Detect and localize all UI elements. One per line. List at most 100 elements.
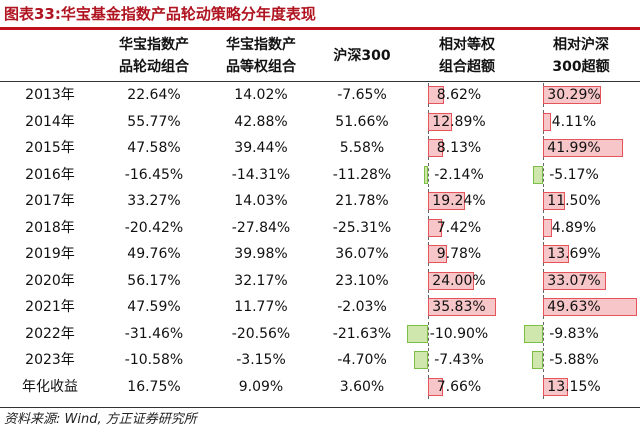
cell-csi300: -4.70% <box>337 352 387 368</box>
cell-equal-weight-portfolio: 39.44% <box>234 140 288 156</box>
row-label: 2020年 <box>25 272 75 289</box>
excess-vs-csi300-value: 41.99% <box>547 140 601 156</box>
excess-vs-equal-bar <box>413 351 428 369</box>
cell-equal-weight-portfolio: 9.09% <box>238 378 284 395</box>
bar-axis <box>543 348 545 372</box>
excess-vs-equal-bar <box>428 245 447 263</box>
excess-vs-equal-value: 9.78% <box>436 246 482 262</box>
excess-vs-csi300-bar <box>533 165 543 184</box>
excess-vs-equal-bar <box>428 112 453 131</box>
excess-vs-equal-bar <box>428 218 443 237</box>
excess-vs-csi300-bar <box>524 324 543 343</box>
excess-vs-csi300-value: 4.11% <box>551 113 597 130</box>
table-row: 年化收益 16.75% 9.09% 3.60% 7.66% 13.15% <box>0 374 640 399</box>
cell-rotation-portfolio: 55.77% <box>127 113 181 130</box>
excess-vs-csi300-bar <box>543 298 638 316</box>
cell-csi300: 36.07% <box>335 246 389 262</box>
cell-csi300: 5.58% <box>339 140 385 156</box>
table-row: 2015年 47.58% 39.44% 5.58% 8.13% 41.99% <box>0 136 640 160</box>
bar-axis <box>428 321 430 346</box>
cell-equal-weight-portfolio: 42.88% <box>234 113 288 130</box>
excess-vs-csi300-value: -5.88% <box>549 352 599 368</box>
cell-equal-weight-portfolio: -14.31% <box>231 166 291 183</box>
header-rotation-portfolio: 华宝指数产 品轮动组合 <box>119 36 189 75</box>
excess-vs-csi300-value: 49.63% <box>547 299 601 315</box>
table-row: 2017年 33.27% 14.03% 21.78% 19.24% 11.50% <box>0 189 640 213</box>
excess-vs-equal-bar <box>428 271 474 290</box>
row-label: 2016年 <box>25 166 75 183</box>
excess-vs-equal-value: 7.66% <box>436 378 482 395</box>
row-label: 2019年 <box>25 246 75 262</box>
row-label: 2023年 <box>25 352 75 368</box>
cell-rotation-portfolio: 47.59% <box>127 299 181 315</box>
cell-equal-weight-portfolio: -3.15% <box>236 352 286 368</box>
cell-equal-weight-portfolio: 11.77% <box>234 299 288 315</box>
excess-vs-equal-value: 35.83% <box>432 299 486 315</box>
excess-vs-equal-bar <box>407 324 428 343</box>
bar-axis <box>543 162 545 187</box>
row-label: 2014年 <box>25 113 75 130</box>
excess-vs-equal-bar <box>428 298 497 316</box>
excess-vs-equal-bar <box>423 165 428 184</box>
cell-equal-weight-portfolio: 39.98% <box>234 246 288 262</box>
excess-vs-csi300-bar <box>543 218 553 237</box>
cell-rotation-portfolio: 56.17% <box>127 272 181 289</box>
bottom-rule <box>0 407 640 408</box>
cell-equal-weight-portfolio: 32.17% <box>234 272 288 289</box>
excess-vs-csi300-value: 30.29% <box>547 87 601 103</box>
cell-rotation-portfolio: 16.75% <box>127 378 181 395</box>
excess-vs-csi300-bar <box>543 139 623 157</box>
excess-vs-csi300-value: 33.07% <box>547 272 601 289</box>
cell-csi300: -25.31% <box>332 219 392 236</box>
row-label: 2021年 <box>25 299 75 315</box>
cell-csi300: -2.03% <box>337 299 387 315</box>
row-label: 2015年 <box>25 140 75 156</box>
bar-axis <box>543 321 545 346</box>
cell-equal-weight-portfolio: -20.56% <box>231 325 291 342</box>
row-label: 2018年 <box>25 219 75 236</box>
excess-vs-equal-value: 7.42% <box>436 219 482 236</box>
header-equal-weight-portfolio: 华宝指数产 品等权组合 <box>226 36 296 75</box>
table-row: 2023年 -10.58% -3.15% -4.70% -7.43% -5.88% <box>0 348 640 372</box>
table-row: 2020年 56.17% 32.17% 23.10% 24.00% 33.07% <box>0 268 640 293</box>
excess-vs-equal-value: 12.89% <box>432 113 486 130</box>
excess-vs-csi300-value: 13.15% <box>547 378 601 395</box>
excess-vs-csi300-bar <box>543 245 569 263</box>
excess-vs-csi300-bar <box>531 351 543 369</box>
cell-rotation-portfolio: -16.45% <box>124 166 184 183</box>
row-label: 2013年 <box>25 87 75 103</box>
excess-vs-csi300-bar <box>543 192 565 210</box>
cell-rotation-portfolio: -20.42% <box>124 219 184 236</box>
cell-csi300: 3.60% <box>339 378 385 395</box>
cell-csi300: 21.78% <box>335 193 389 209</box>
excess-vs-csi300-value: -9.83% <box>549 325 599 342</box>
source-note: 资料来源: Wind, 方正证券研究所 <box>4 412 197 427</box>
cell-equal-weight-portfolio: 14.03% <box>234 193 288 209</box>
excess-vs-csi300-bar <box>543 271 606 290</box>
header-csi300: 沪深300 <box>333 47 391 64</box>
cell-rotation-portfolio: 47.58% <box>127 140 181 156</box>
table-row: 2019年 49.76% 39.98% 36.07% 9.78% 13.69% <box>0 242 640 266</box>
table-row: 2018年 -20.42% -27.84% -25.31% 7.42% 4.89% <box>0 215 640 240</box>
row-label: 年化收益 <box>22 378 78 395</box>
excess-vs-equal-bar <box>428 86 445 104</box>
cell-rotation-portfolio: 33.27% <box>127 193 181 209</box>
excess-vs-equal-value: 8.13% <box>436 140 482 156</box>
bar-axis <box>428 162 430 187</box>
cell-csi300: 23.10% <box>335 272 389 289</box>
top-rule <box>0 27 640 30</box>
cell-rotation-portfolio: -10.58% <box>124 352 184 368</box>
excess-vs-csi300-value: 11.50% <box>547 193 601 209</box>
table-row: 2013年 22.64% 14.02% -7.65% 8.62% 30.29% <box>0 83 640 107</box>
excess-vs-csi300-bar <box>543 377 568 396</box>
cell-rotation-portfolio: -31.46% <box>124 325 184 342</box>
row-label: 2022年 <box>25 325 75 342</box>
excess-vs-equal-bar <box>428 139 444 157</box>
cell-csi300: -21.63% <box>332 325 392 342</box>
table-header: 华宝指数产 品轮动组合 华宝指数产 品等权组合 沪深300 相对等权 组合超额 … <box>0 30 640 81</box>
excess-vs-csi300-bar <box>543 86 601 104</box>
excess-vs-csi300-value: 13.69% <box>547 246 601 262</box>
figure-title: 图表33:华宝基金指数产品轮动策略分年度表现 <box>4 5 316 23</box>
excess-vs-equal-value: 19.24% <box>432 193 486 209</box>
cell-csi300: 51.66% <box>335 113 389 130</box>
